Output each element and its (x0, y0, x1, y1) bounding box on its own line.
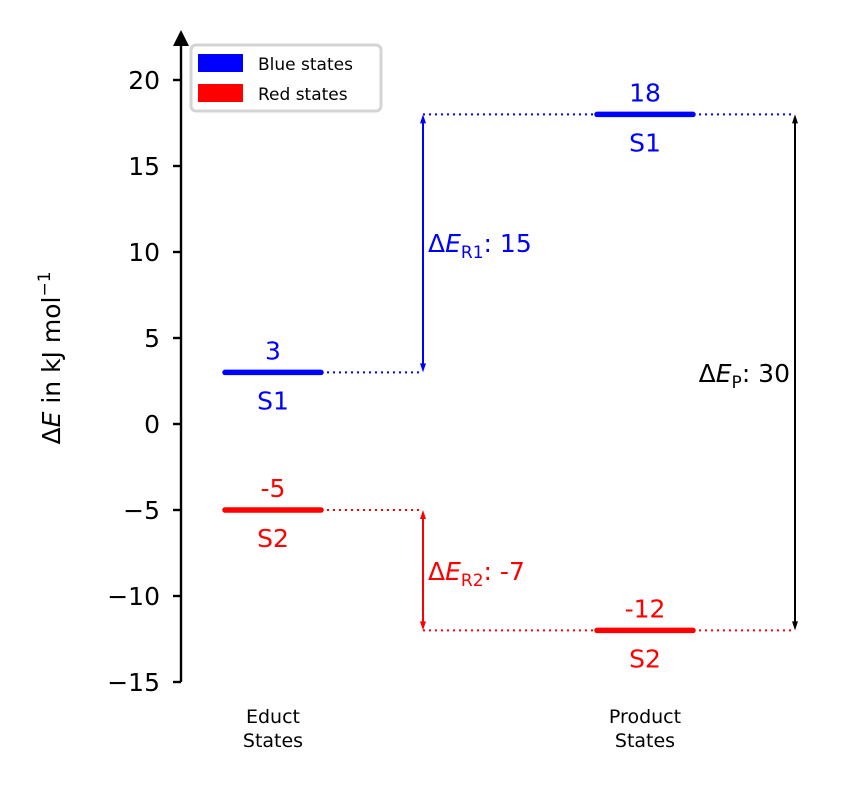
double-arrow-icon (792, 114, 798, 631)
level-value-label: 3 (265, 336, 281, 365)
y-axis-title: ΔE in kJ mol−1 (35, 271, 66, 444)
x-category-label: States (243, 730, 303, 752)
legend: Blue states Red states (189, 43, 383, 113)
level-value-label: 18 (629, 78, 661, 107)
y-tick-label: −5 (123, 496, 160, 525)
y-axis: 20 15 10 5 0 −5 −10 −15 (107, 30, 189, 697)
energy-level: 18 S1 (594, 78, 696, 157)
level-value-label: -12 (625, 594, 666, 623)
y-tick-label: 10 (128, 238, 160, 267)
y-tick-label: −15 (107, 668, 160, 697)
level-value-label: -5 (261, 474, 286, 503)
y-tick-label: 0 (144, 410, 160, 439)
level-state-label: S2 (629, 644, 661, 673)
energy-level: 3 S1 (222, 336, 324, 415)
x-category-label: Educt (246, 706, 300, 728)
y-tick-label: −10 (107, 582, 160, 611)
level-state-label: S1 (257, 386, 289, 415)
double-arrow-icon (420, 114, 426, 373)
energy-differences: ΔER1: 15 ΔER2: -7 ΔEP: 30 (420, 114, 798, 631)
y-tick-label: 20 (128, 66, 160, 95)
x-category-label: Product (609, 706, 681, 728)
y-tick-label: 5 (144, 324, 160, 353)
axis-arrow-icon (173, 30, 189, 46)
x-category-label: States (615, 730, 675, 752)
y-axis-label: ΔE in kJ mol−1 (35, 271, 66, 444)
delta-e-label: ΔER1: 15 (428, 229, 532, 263)
level-state-label: S2 (257, 524, 289, 553)
delta-e-label: ΔEP: 30 (699, 359, 790, 393)
legend-label: Red states (258, 85, 348, 105)
legend-swatch (198, 54, 243, 72)
legend-swatch (198, 84, 243, 102)
double-arrow-icon (420, 510, 426, 631)
energy-levels: 3 S1 -5 S2 18 S1 -12 S2 (222, 78, 795, 673)
energy-level: -12 S2 (594, 594, 696, 673)
energy-level: -5 S2 (222, 474, 324, 553)
y-tick-label: 15 (128, 152, 160, 181)
level-state-label: S1 (629, 128, 661, 157)
delta-e-label: ΔER2: -7 (428, 557, 525, 591)
legend-label: Blue states (258, 55, 353, 75)
